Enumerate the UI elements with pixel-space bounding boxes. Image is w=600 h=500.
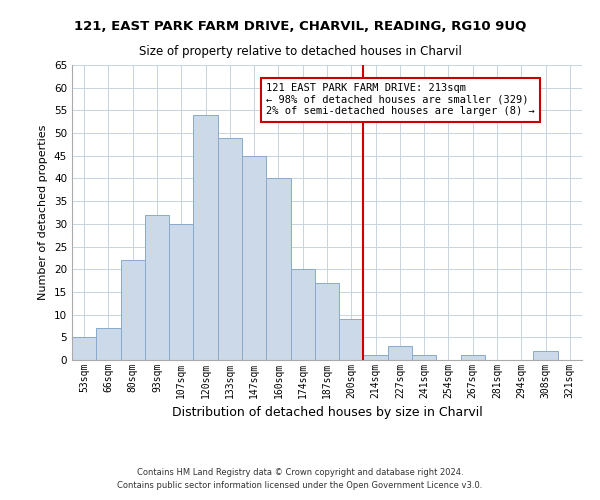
Bar [218, 138, 242, 360]
Bar [364, 356, 388, 360]
Bar [145, 215, 169, 360]
Bar [169, 224, 193, 360]
Bar [315, 283, 339, 360]
Bar [461, 356, 485, 360]
Bar [96, 328, 121, 360]
Bar [339, 319, 364, 360]
Bar [266, 178, 290, 360]
Bar [121, 260, 145, 360]
Bar [533, 351, 558, 360]
Text: 121, EAST PARK FARM DRIVE, CHARVIL, READING, RG10 9UQ: 121, EAST PARK FARM DRIVE, CHARVIL, READ… [74, 20, 526, 33]
Bar [290, 269, 315, 360]
Y-axis label: Number of detached properties: Number of detached properties [38, 125, 49, 300]
Bar [388, 346, 412, 360]
X-axis label: Distribution of detached houses by size in Charvil: Distribution of detached houses by size … [172, 406, 482, 420]
Bar [412, 356, 436, 360]
Bar [242, 156, 266, 360]
Bar [193, 115, 218, 360]
Text: Size of property relative to detached houses in Charvil: Size of property relative to detached ho… [139, 45, 461, 58]
Bar [72, 338, 96, 360]
Text: 121 EAST PARK FARM DRIVE: 213sqm
← 98% of detached houses are smaller (329)
2% o: 121 EAST PARK FARM DRIVE: 213sqm ← 98% o… [266, 83, 535, 116]
Text: Contains HM Land Registry data © Crown copyright and database right 2024.
Contai: Contains HM Land Registry data © Crown c… [118, 468, 482, 490]
